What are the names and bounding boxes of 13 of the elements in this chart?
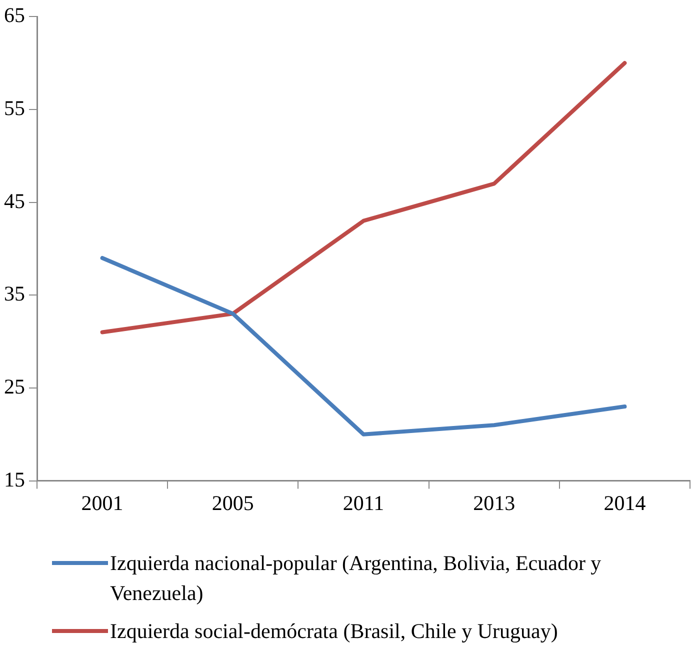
legend-label: Izquierda social-demócrata (Brasil, Chile y Uruguay) — [110, 618, 558, 645]
x-tick-label: 2005 — [212, 490, 254, 515]
y-tick-label: 25 — [4, 374, 25, 398]
y-tick-label: 55 — [4, 96, 25, 120]
y-tick-label: 45 — [4, 188, 25, 213]
x-tick-label: 2011 — [342, 490, 384, 515]
x-tick-label: 2014 — [604, 490, 646, 515]
y-tick-label: 35 — [4, 282, 25, 306]
x-tick-label: 2001 — [81, 490, 124, 515]
y-tick-label: 65 — [4, 3, 25, 28]
x-tick-label: 2013 — [473, 490, 516, 515]
legend-label: Izquierda nacional-popular (Argentina, Bolivia, Ecuador y Venezuela) — [110, 550, 602, 607]
y-tick-label: 15 — [4, 467, 25, 492]
